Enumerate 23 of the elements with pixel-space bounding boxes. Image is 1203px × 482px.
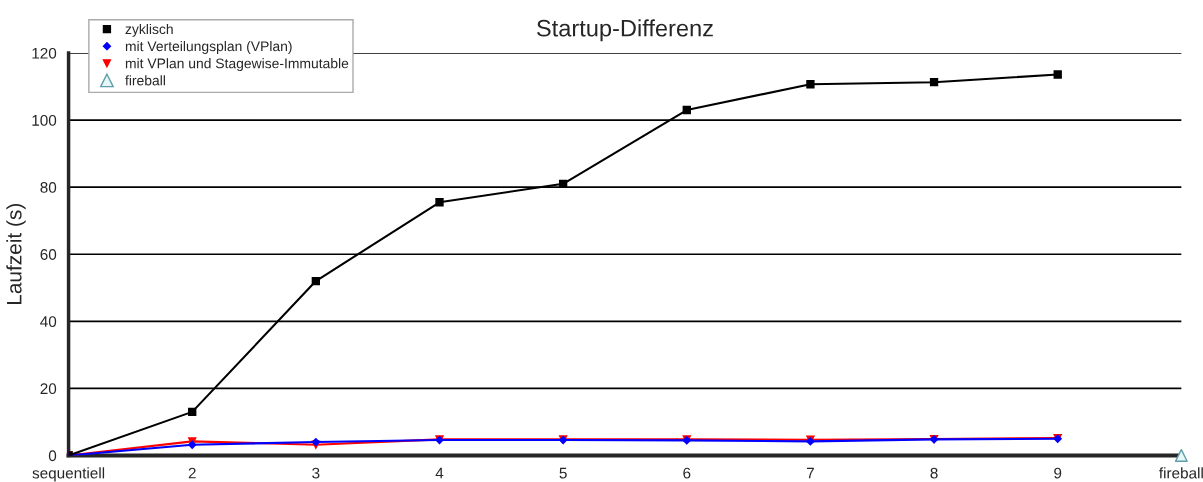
y-tick-label: 20: [40, 383, 57, 395]
x-tick-label: 7: [806, 467, 814, 479]
x-tick-label: 5: [559, 467, 567, 479]
x-tick-label: sequentiell: [32, 467, 105, 482]
legend-label: fireball: [125, 75, 165, 86]
y-tick-label: 40: [40, 316, 57, 328]
x-tick-label: 9: [1054, 467, 1062, 479]
legend-label: zyklisch: [125, 23, 173, 37]
x-tick-label: 6: [683, 467, 691, 479]
legend-label: mit Verteilungsplan (VPlan): [125, 41, 292, 54]
x-tick-label: fireball: [1159, 467, 1203, 479]
x-tick-label: 8: [930, 467, 938, 479]
chart-title: Startup-Differenz: [537, 19, 713, 42]
legend-label: mit VPlan und Stagewise-Immutable: [125, 58, 349, 72]
y-tick-label: 120: [32, 47, 57, 59]
y-tick-label: 60: [40, 249, 57, 260]
x-tick-label: 2: [188, 467, 196, 479]
y-tick-label: 80: [40, 182, 57, 193]
y-tick-label: 0: [48, 450, 57, 462]
y-axis-title: Laufzeit (s): [6, 204, 26, 305]
x-tick-label: 4: [435, 467, 444, 479]
y-tick-label: 100: [32, 114, 57, 126]
x-tick-label: 3: [312, 467, 320, 479]
